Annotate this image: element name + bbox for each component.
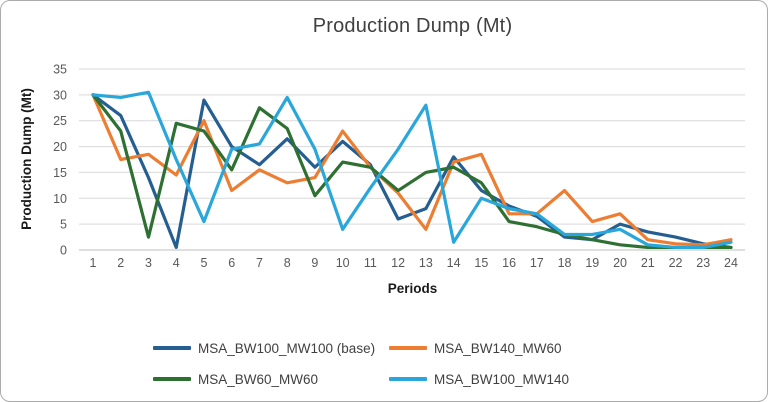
- x-tick-label: 22: [669, 256, 683, 270]
- legend-item: MSA_BW140_MW60: [389, 339, 562, 357]
- legend-swatch: [389, 377, 427, 381]
- y-tick-label: 25: [53, 114, 67, 128]
- x-tick-label: 5: [200, 256, 207, 270]
- x-tick-label: 11: [364, 256, 377, 270]
- y-tick-label: 5: [60, 218, 67, 232]
- x-tick-label: 21: [641, 256, 655, 270]
- x-axis-title: Periods: [387, 281, 438, 296]
- x-tick-label: 16: [502, 256, 516, 270]
- y-tick-label: 20: [53, 140, 67, 154]
- x-tick-label: 14: [447, 256, 461, 270]
- legend-item: MSA_BW100_MW140: [389, 370, 569, 388]
- series-line-msa-bw100-mw140: [91, 90, 733, 250]
- legend-label: MSA_BW100_MW140: [434, 371, 570, 387]
- x-tick-label: 6: [228, 256, 235, 270]
- x-tick-label: 4: [173, 256, 180, 270]
- x-tick-label: 23: [696, 256, 710, 270]
- series-line-msa-bw60-mw60: [91, 93, 733, 250]
- legend-label: MSA_BW60_MW60: [198, 371, 319, 387]
- y-tick-label: 0: [60, 244, 67, 258]
- y-tick-label: 10: [53, 192, 67, 206]
- x-tick-label: 13: [419, 256, 433, 270]
- x-tick-label: 12: [391, 256, 405, 270]
- y-tick-label: 35: [53, 63, 67, 77]
- x-tick-label: 15: [474, 256, 488, 270]
- x-tick-label: 18: [558, 256, 572, 270]
- x-tick-label: 24: [724, 256, 738, 270]
- x-tick-label: 9: [311, 256, 318, 270]
- x-tick-label: 19: [585, 256, 599, 270]
- x-tick-label: 7: [256, 256, 263, 270]
- x-tick-label: 20: [613, 256, 627, 270]
- series-line-msa-bw140-mw60: [91, 93, 733, 247]
- x-tick-label: 2: [117, 256, 124, 270]
- y-tick-label: 30: [53, 88, 67, 102]
- chart-title: Production Dump (Mt): [312, 15, 513, 37]
- legend-swatch: [153, 377, 191, 381]
- y-tick-label: 15: [53, 166, 67, 180]
- x-tick-label: 8: [284, 256, 291, 270]
- legend-swatch: [389, 346, 427, 350]
- legend-label: MSA_BW140_MW60: [434, 340, 562, 356]
- legend-swatch: [153, 346, 191, 350]
- x-tick-label: 3: [145, 256, 152, 270]
- x-tick-label: 17: [530, 256, 544, 270]
- x-tick-label: 1: [90, 256, 97, 270]
- legend-label: MSA_BW100_MW100 (base): [198, 340, 376, 356]
- legend-item: MSA_BW100_MW100 (base): [153, 339, 375, 357]
- legend-item: MSA_BW60_MW60: [153, 370, 318, 388]
- x-tick-label: 10: [336, 256, 350, 270]
